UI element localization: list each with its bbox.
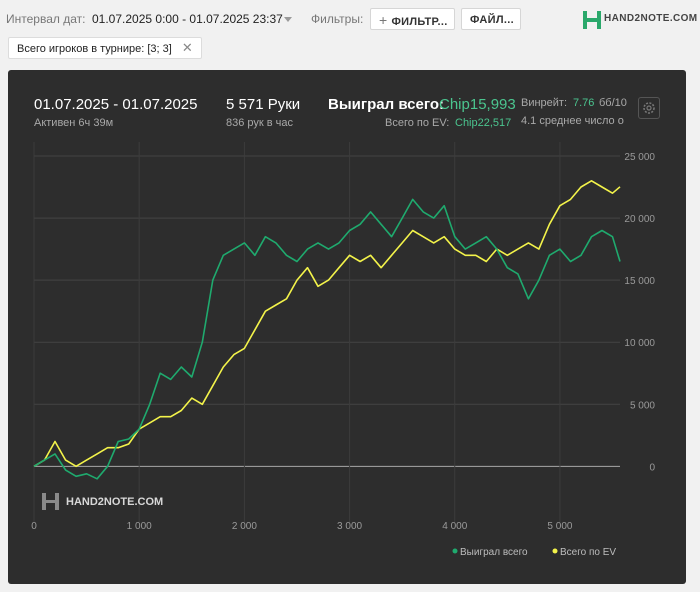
legend-label: Всего по EV xyxy=(560,547,616,558)
y-tick-label: 10 000 xyxy=(624,338,655,349)
stats-panel: 01.07.2025 - 01.07.2025 Активен 6ч 39м 5… xyxy=(8,70,686,584)
file-button[interactable]: ФАЙЛ... xyxy=(461,8,521,30)
legend-marker xyxy=(452,548,458,554)
y-tick-label: 15 000 xyxy=(624,276,655,287)
x-tick-label: 4 000 xyxy=(442,521,467,532)
won-label: Выиграл всего: xyxy=(328,96,445,113)
add-filter-label: ФИЛЬТР... xyxy=(391,16,448,28)
series-lines xyxy=(33,180,621,480)
add-filter-button[interactable]: + ФИЛЬТР... xyxy=(370,8,455,30)
y-tick-label: 25 000 xyxy=(624,152,655,163)
profit-chart: 25 000 20 000 15 000 10 000 5 000 0 0 1 000 2 0… xyxy=(31,142,655,558)
ev-value: Chip22,517 xyxy=(455,117,512,129)
x-tick-label: 0 xyxy=(31,521,37,532)
y-tick-label: 5 000 xyxy=(630,400,655,411)
watermark-text: HAND2NOTE.COM xyxy=(66,496,163,508)
filters-bar: Интервал дат: 01.07.2025 0:00 - 01.07.20… xyxy=(0,0,700,38)
winrate-label: Винрейт: xyxy=(521,97,568,109)
x-tick-label: 1 000 xyxy=(127,521,152,532)
y-axis: 25 000 20 000 15 000 10 000 5 000 0 xyxy=(624,152,655,473)
ev-label: Всего по EV: xyxy=(385,117,450,129)
y-tick-label: 0 xyxy=(649,462,655,473)
interval-label: Интервал дат: xyxy=(6,12,86,26)
series-line-0 xyxy=(33,198,621,480)
close-icon[interactable]: ✕ xyxy=(181,40,193,55)
series-line-1 xyxy=(33,180,621,468)
active-time: Активен 6ч 39м xyxy=(34,117,114,129)
plus-icon: + xyxy=(379,12,388,28)
winrate-value: 7.76 xyxy=(573,97,595,109)
active-filter-chip[interactable]: Всего игроков в турнире: [3; 3] ✕ xyxy=(8,37,202,59)
active-filter-label: Всего игроков в турнире: [3; 3] xyxy=(17,43,172,55)
chevron-down-icon[interactable] xyxy=(284,17,292,22)
x-axis: 0 1 000 2 000 3 000 4 000 5 000 xyxy=(31,521,573,532)
interval-value[interactable]: 01.07.2025 0:00 - 01.07.2025 23:37 xyxy=(92,12,283,26)
grid xyxy=(33,142,620,522)
x-tick-label: 2 000 xyxy=(232,521,257,532)
hand2note-logo xyxy=(583,11,601,29)
legend-marker xyxy=(552,548,558,554)
settings-button[interactable] xyxy=(638,97,660,119)
winrate-unit: бб/10 xyxy=(599,97,627,109)
x-tick-label: 3 000 xyxy=(337,521,362,532)
date-range: 01.07.2025 - 01.07.2025 xyxy=(34,96,198,113)
hands-count: 5 571 Руки xyxy=(226,96,301,113)
x-tick-label: 5 000 xyxy=(547,521,572,532)
hands-per-hour: 836 рук в час xyxy=(226,117,294,129)
gear-icon xyxy=(643,102,655,114)
legend: Выиграл всего Всего по EV xyxy=(452,547,616,558)
logo-text: HAND2NOTE.COM xyxy=(604,13,698,24)
y-tick-label: 20 000 xyxy=(624,214,655,225)
legend-label: Выиграл всего xyxy=(460,547,528,558)
filters-label: Фильтры: xyxy=(311,12,364,26)
chart-watermark: HAND2NOTE.COM xyxy=(42,493,163,510)
won-value: Chip15,993 xyxy=(439,96,516,113)
avg-text: 4.1 среднее число о xyxy=(521,115,624,127)
